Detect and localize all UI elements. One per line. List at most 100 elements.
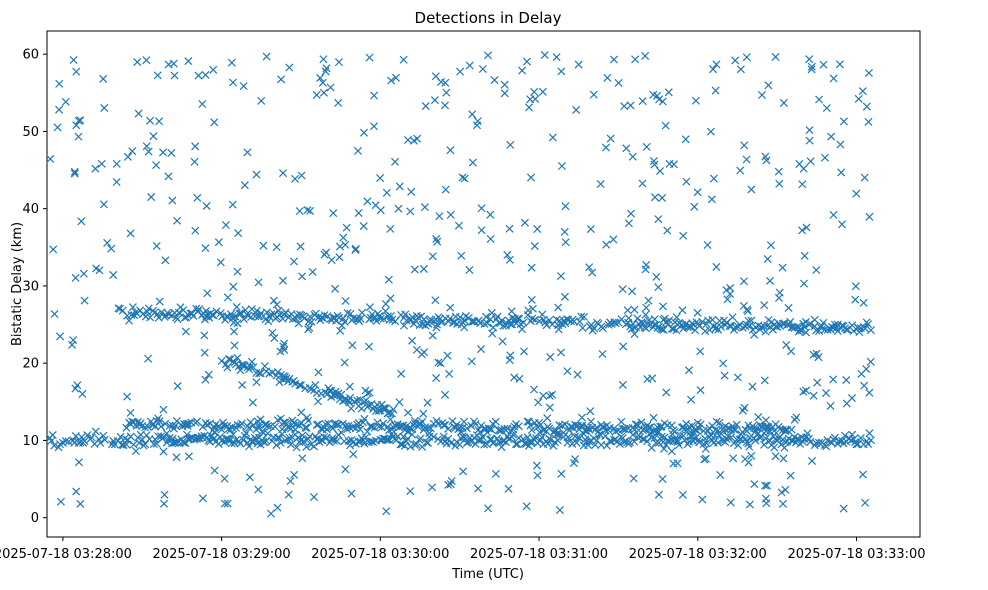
detection-point <box>460 174 469 183</box>
detection-point <box>400 321 409 330</box>
detection-point <box>545 316 554 325</box>
detection-point <box>252 170 261 179</box>
detection-point <box>229 282 238 291</box>
detection-point <box>193 193 202 202</box>
detection-point <box>210 466 219 475</box>
detection-point <box>83 431 92 440</box>
detection-point <box>488 329 497 338</box>
detection-point <box>128 147 137 156</box>
detection-point <box>159 447 168 456</box>
detection-point <box>707 195 716 204</box>
detection-point <box>297 171 306 180</box>
detection-point <box>50 441 59 450</box>
detection-point <box>379 419 388 428</box>
detection-point <box>561 420 570 429</box>
detection-point <box>701 444 710 453</box>
detection-point <box>621 425 630 434</box>
detection-point <box>142 431 151 440</box>
detection-point <box>538 310 547 319</box>
detection-point <box>100 103 109 112</box>
detection-point <box>686 395 696 404</box>
detection-point <box>539 391 548 400</box>
detection-point <box>376 174 385 183</box>
detection-point <box>456 67 465 76</box>
detection-point <box>322 433 331 442</box>
detection-point <box>480 319 489 328</box>
detection-point <box>673 436 682 445</box>
detection-point <box>602 240 611 249</box>
detection-point <box>598 324 607 333</box>
detection-point <box>298 272 307 281</box>
detection-point <box>306 312 315 321</box>
detection-point <box>78 389 87 398</box>
detection-point <box>136 306 145 315</box>
detection-point <box>501 321 510 330</box>
detection-point <box>484 504 493 513</box>
detection-point <box>55 79 64 88</box>
detection-point <box>637 418 646 427</box>
detection-point <box>272 441 281 450</box>
detection-point <box>238 380 247 390</box>
detection-point <box>421 102 430 111</box>
detection-point <box>311 309 320 318</box>
detection-point <box>836 140 845 149</box>
detection-point <box>252 378 261 387</box>
detection-point <box>658 474 667 483</box>
detection-point <box>859 298 868 307</box>
detection-point <box>650 193 659 202</box>
detection-point <box>723 295 732 304</box>
detection-point <box>344 436 353 445</box>
detection-point <box>232 302 241 311</box>
detection-point <box>742 155 751 164</box>
detection-point <box>46 154 55 163</box>
detection-point <box>281 436 290 445</box>
detection-point <box>125 316 134 325</box>
detection-point <box>412 345 421 354</box>
detection-point <box>865 429 874 438</box>
detection-point <box>861 498 870 507</box>
detection-point <box>167 148 176 158</box>
detection-point <box>134 109 143 118</box>
detection-point <box>74 132 83 141</box>
detection-point <box>676 431 685 440</box>
detection-point <box>446 303 455 312</box>
detection-point <box>733 373 742 382</box>
detection-point <box>553 436 562 445</box>
detection-point <box>419 264 428 273</box>
detection-point <box>358 308 367 317</box>
detection-point <box>837 168 846 177</box>
detection-point <box>304 317 313 326</box>
detection-point <box>638 435 647 444</box>
detection-point <box>533 471 542 480</box>
detection-point <box>319 88 328 97</box>
detection-point <box>252 306 261 315</box>
detection-point <box>505 255 514 264</box>
detection-point <box>184 419 193 428</box>
detection-point <box>381 307 390 316</box>
detection-point <box>263 421 272 430</box>
detection-point <box>468 158 477 167</box>
detection-point <box>109 270 118 279</box>
detection-point <box>311 381 320 390</box>
detection-point <box>858 470 867 479</box>
detection-point <box>503 250 512 259</box>
detection-point <box>107 244 116 253</box>
detection-point <box>787 425 796 434</box>
detection-point <box>611 319 620 328</box>
detection-point <box>543 414 552 423</box>
detection-point <box>160 499 169 508</box>
detection-point <box>435 212 444 221</box>
detection-point <box>147 193 156 202</box>
detection-point <box>290 470 299 479</box>
detection-point <box>391 73 401 82</box>
detection-point <box>286 440 295 449</box>
detection-point <box>736 65 745 74</box>
detection-point <box>658 193 667 202</box>
detection-point <box>528 304 537 313</box>
detection-point <box>149 132 158 141</box>
detection-point <box>577 413 586 422</box>
detection-point <box>55 105 64 114</box>
detection-point <box>624 318 633 327</box>
detection-point <box>341 296 350 306</box>
detection-point <box>515 374 524 383</box>
